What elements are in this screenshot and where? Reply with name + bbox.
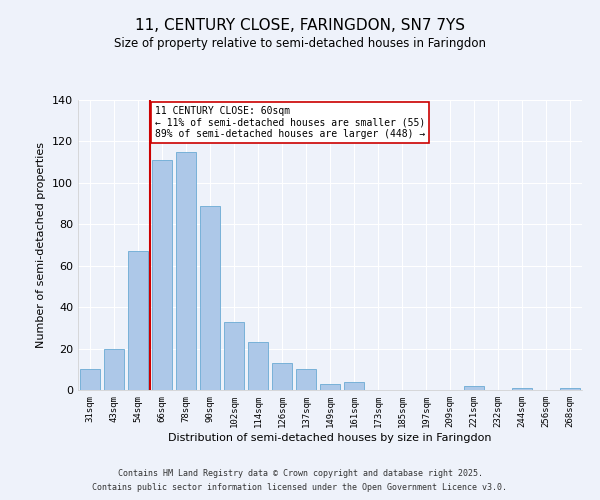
Bar bbox=[560, 388, 580, 390]
Text: 11, CENTURY CLOSE, FARINGDON, SN7 7YS: 11, CENTURY CLOSE, FARINGDON, SN7 7YS bbox=[135, 18, 465, 32]
Bar bbox=[464, 386, 484, 390]
Bar bbox=[320, 384, 340, 390]
Bar bbox=[104, 348, 124, 390]
Bar bbox=[272, 363, 292, 390]
Y-axis label: Number of semi-detached properties: Number of semi-detached properties bbox=[37, 142, 46, 348]
X-axis label: Distribution of semi-detached houses by size in Faringdon: Distribution of semi-detached houses by … bbox=[168, 432, 492, 442]
Bar bbox=[176, 152, 196, 390]
Text: Contains HM Land Registry data © Crown copyright and database right 2025.: Contains HM Land Registry data © Crown c… bbox=[118, 468, 482, 477]
Text: Size of property relative to semi-detached houses in Faringdon: Size of property relative to semi-detach… bbox=[114, 38, 486, 51]
Text: Contains public sector information licensed under the Open Government Licence v3: Contains public sector information licen… bbox=[92, 484, 508, 492]
Bar bbox=[512, 388, 532, 390]
Bar bbox=[224, 322, 244, 390]
Bar bbox=[248, 342, 268, 390]
Text: 11 CENTURY CLOSE: 60sqm
← 11% of semi-detached houses are smaller (55)
89% of se: 11 CENTURY CLOSE: 60sqm ← 11% of semi-de… bbox=[155, 106, 425, 140]
Bar bbox=[200, 206, 220, 390]
Bar bbox=[296, 370, 316, 390]
Bar bbox=[128, 251, 148, 390]
Bar bbox=[152, 160, 172, 390]
Bar bbox=[80, 370, 100, 390]
Bar bbox=[344, 382, 364, 390]
